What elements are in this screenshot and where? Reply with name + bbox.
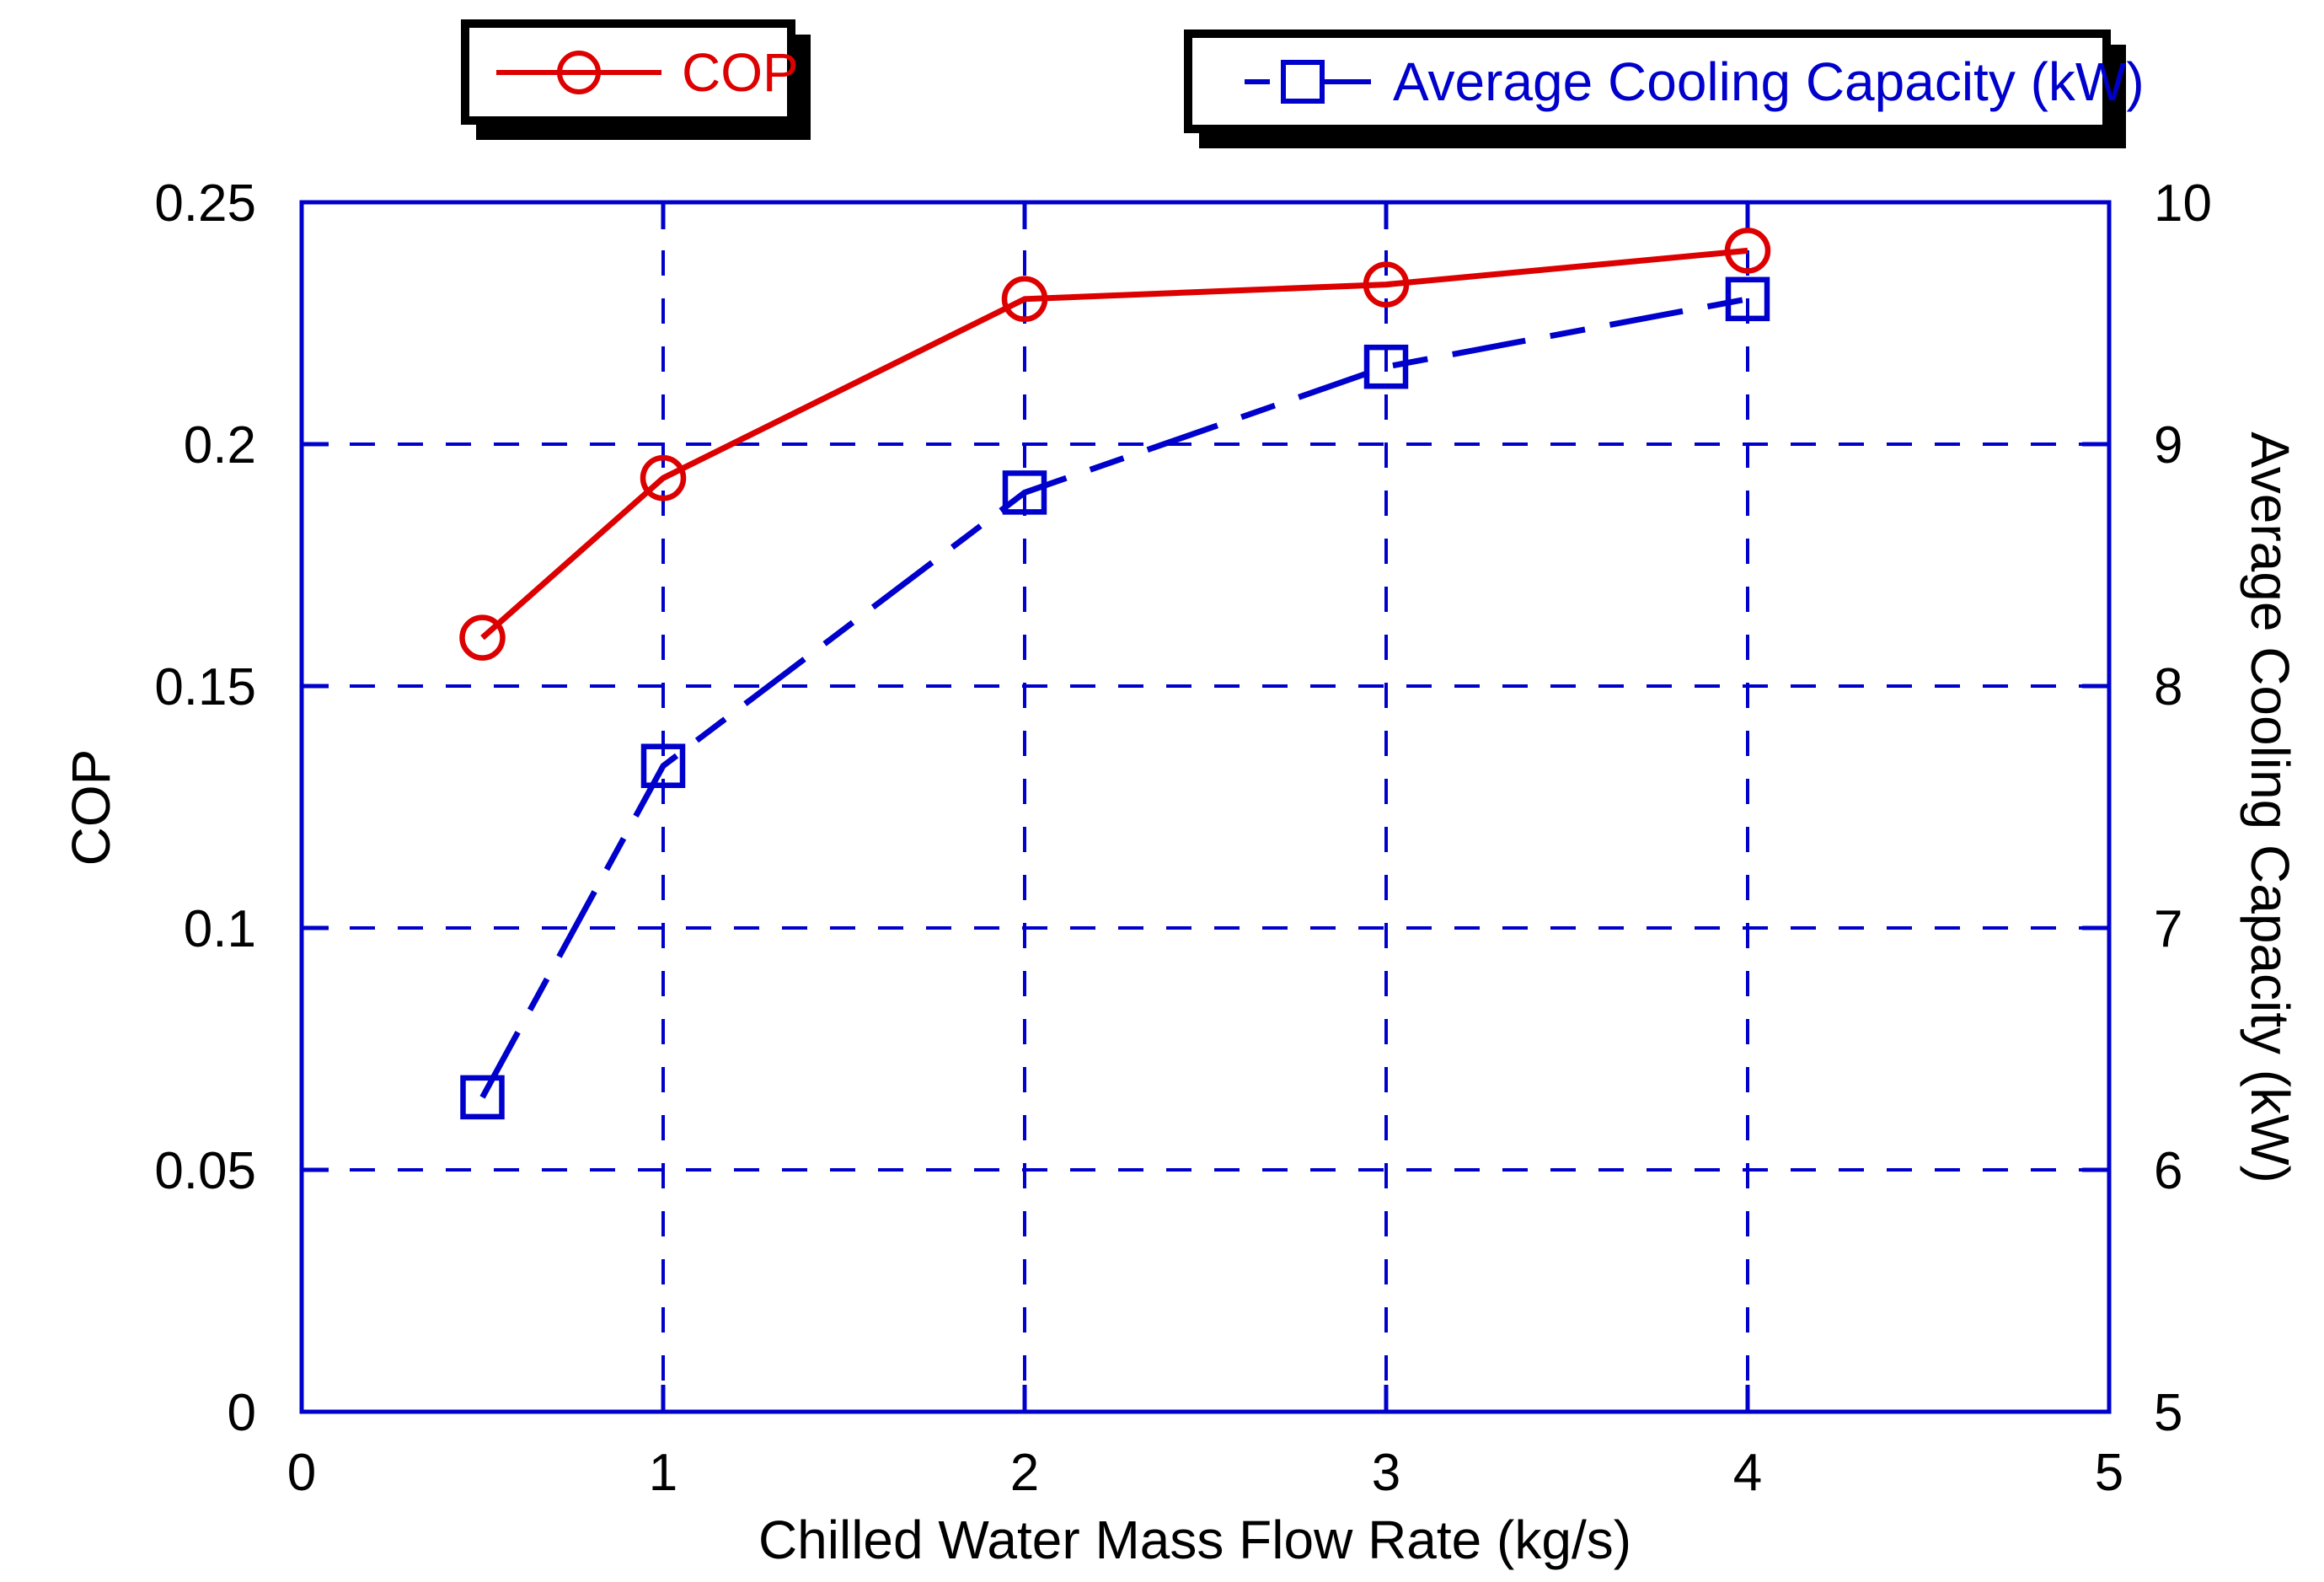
left-tick-label-0.1: 0.1 — [184, 900, 256, 958]
x-tick-label-2: 2 — [1010, 1444, 1039, 1502]
left-tick-label-0.2: 0.2 — [184, 416, 256, 475]
legend-cop: COP — [461, 19, 799, 125]
capacity-marker-2 — [1002, 470, 1047, 515]
right-tick-label-9: 9 — [2154, 416, 2182, 475]
capacity-line — [479, 296, 1748, 1099]
right-axis-title: Average Cooling Capacity (kW) — [2240, 432, 2300, 1183]
capacity-marker-1 — [640, 743, 686, 788]
plot-frame — [299, 200, 2112, 1414]
x-tick-label-3: 3 — [1372, 1444, 1400, 1502]
cop-line — [480, 247, 1748, 641]
capacity-legend-label: Average Cooling Capacity (kW) — [1393, 51, 2145, 112]
left-tick-label-0: 0 — [228, 1384, 256, 1442]
x-tick-label-4: 4 — [1733, 1444, 1762, 1502]
right-tick-label-8: 8 — [2154, 658, 2182, 716]
cop-marker-3 — [1363, 261, 1410, 308]
capacity-legend-marker-icon — [1245, 59, 1371, 104]
left-axis-title: COP — [61, 748, 121, 866]
cop-marker-0.5 — [459, 614, 506, 661]
capacity-marker-0.5 — [460, 1075, 505, 1120]
capacity-marker-4 — [1725, 276, 1770, 322]
left-tick-label-0.15: 0.15 — [154, 658, 256, 716]
cop-legend-label: COP — [682, 41, 799, 103]
cop-marker-4 — [1724, 228, 1771, 274]
cop-legend-marker-icon — [496, 50, 661, 94]
cop-marker-1 — [640, 454, 687, 501]
left-tick-label-0.05: 0.05 — [154, 1142, 256, 1200]
left-tick-label-0.25: 0.25 — [154, 174, 256, 233]
right-tick-label-7: 7 — [2154, 900, 2182, 958]
right-tick-label-10: 10 — [2154, 174, 2212, 233]
cop-marker-2 — [1001, 276, 1048, 323]
right-tick-label-6: 6 — [2154, 1142, 2182, 1200]
x-tick-label-5: 5 — [2095, 1444, 2123, 1502]
capacity-marker-3 — [1363, 344, 1409, 389]
legend-capacity: Average Cooling Capacity (kW) — [1184, 29, 2145, 133]
x-tick-label-0: 0 — [287, 1444, 316, 1502]
x-tick-label-1: 1 — [649, 1444, 677, 1502]
x-axis-title: Chilled Water Mass Flow Rate (kg/s) — [758, 1510, 1632, 1570]
right-tick-label-5: 5 — [2154, 1384, 2182, 1442]
